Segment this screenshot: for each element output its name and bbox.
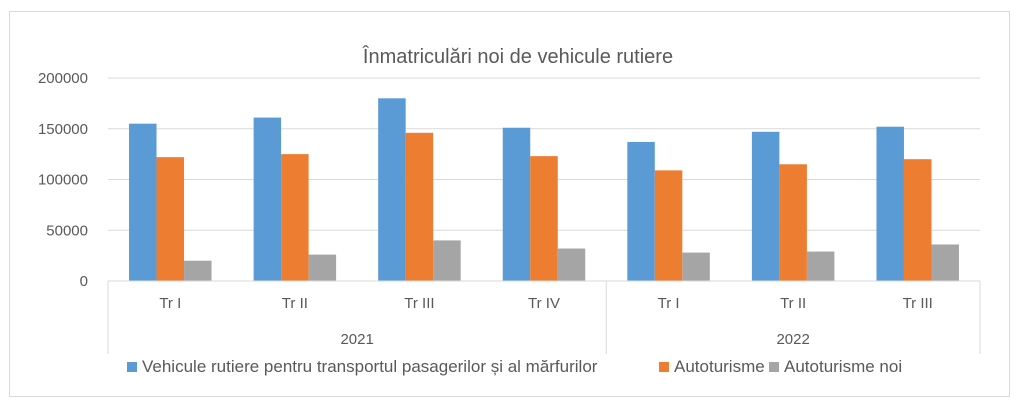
- legend-item: Autoturisme: [659, 357, 765, 376]
- legend-item: Autoturisme noi: [769, 357, 902, 376]
- bar: [557, 248, 586, 281]
- x-tick-label: Tr II: [282, 295, 308, 312]
- y-tick-label: 100000: [38, 172, 88, 189]
- legend-swatch: [769, 362, 779, 372]
- legend-swatch: [659, 362, 669, 372]
- x-tick-label: Tr III: [903, 295, 933, 312]
- y-axis: 0 50000 100000 150000 200000: [38, 70, 88, 290]
- legend-swatch: [127, 362, 137, 372]
- bar: [156, 157, 185, 281]
- legend: Vehicule rutiere pentru transportul pasa…: [127, 357, 902, 376]
- bar: [931, 244, 959, 281]
- x-tick-label: Tr IV: [528, 295, 560, 312]
- x-axis: 2021 2022 Tr I Tr II Tr III Tr IV Tr I Tr II Tr …: [107, 280, 981, 354]
- y-tick-label: 150000: [38, 121, 88, 138]
- legend-item: Vehicule rutiere pentru transportul pasa…: [127, 357, 598, 376]
- bar: [184, 260, 212, 281]
- group-label: 2021: [340, 331, 373, 348]
- bar: [502, 127, 531, 281]
- bar: [253, 117, 282, 282]
- bar: [405, 132, 434, 281]
- bar: [530, 156, 558, 281]
- chart-title: Înmatriculări noi de vehicule rutiere: [362, 45, 673, 68]
- bars: [129, 98, 959, 282]
- bar: [876, 126, 904, 281]
- bar: [281, 154, 309, 281]
- x-tick-label: Tr I: [159, 295, 181, 312]
- y-tick-label: 200000: [38, 70, 88, 87]
- bar: [378, 98, 406, 281]
- bar: [751, 131, 780, 281]
- bar: [627, 141, 655, 281]
- y-tick-label: 50000: [46, 222, 88, 239]
- bar: [129, 123, 157, 281]
- bar: [682, 252, 710, 281]
- group-label: 2022: [776, 331, 809, 348]
- x-tick-label: Tr III: [404, 295, 434, 312]
- bar: [806, 251, 835, 281]
- bar: [433, 240, 461, 281]
- bar: [654, 170, 683, 281]
- y-tick-label: 0: [80, 273, 88, 290]
- bar: [903, 159, 932, 281]
- legend-label: Autoturisme noi: [784, 357, 902, 376]
- bar: [779, 164, 807, 281]
- x-tick-label: Tr II: [780, 295, 806, 312]
- legend-label: Vehicule rutiere pentru transportul pasa…: [142, 357, 598, 376]
- bar: [308, 254, 337, 281]
- legend-label: Autoturisme: [674, 357, 765, 376]
- x-tick-label: Tr I: [658, 295, 680, 312]
